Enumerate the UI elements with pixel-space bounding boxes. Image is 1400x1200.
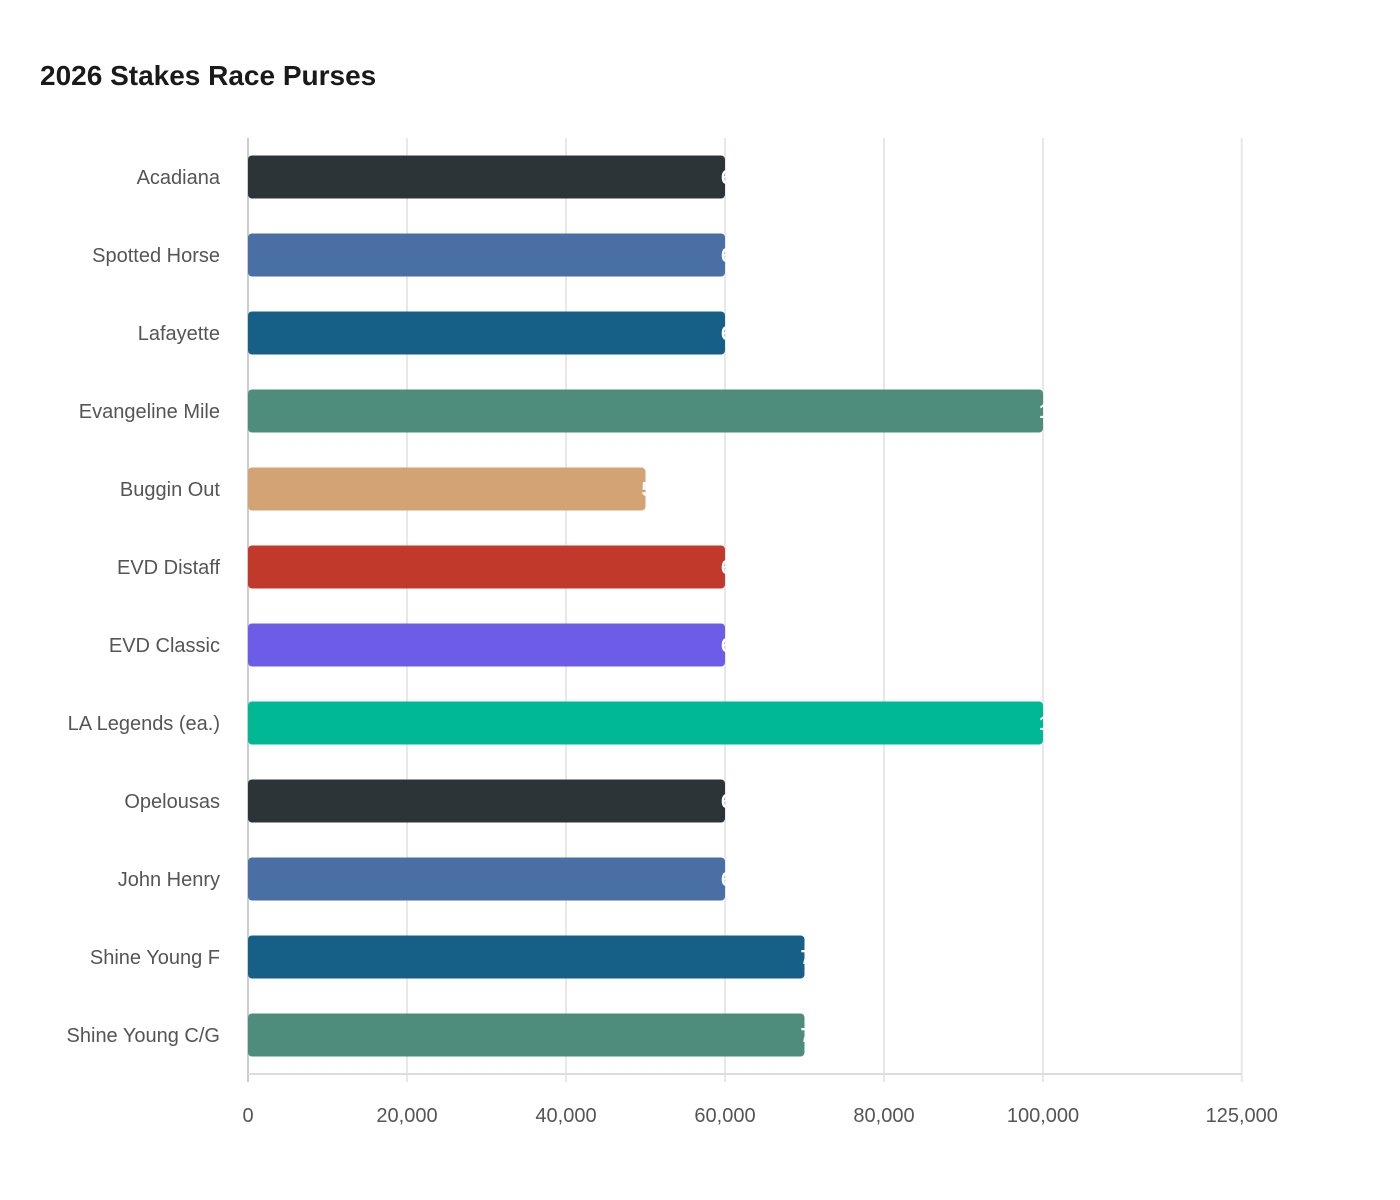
value-label: 50,000: [642, 479, 703, 501]
chart-title: 2026 Stakes Race Purses: [40, 60, 377, 91]
x-tick-label: 0: [242, 1105, 253, 1127]
x-tick-label: 40,000: [535, 1105, 596, 1127]
bar: [248, 155, 725, 199]
value-label: 100,000: [1039, 713, 1111, 735]
bar: [248, 311, 725, 355]
bar: [248, 1013, 805, 1057]
value-label: 70,000: [801, 1025, 862, 1047]
category-label: Shine Young F: [90, 947, 220, 969]
value-label: 60,000: [721, 557, 782, 579]
x-tick-label: 100,000: [1007, 1105, 1079, 1127]
value-label: 60,000: [721, 869, 782, 891]
x-tick-label: 60,000: [694, 1105, 755, 1127]
category-label: EVD Distaff: [117, 557, 220, 579]
value-label: 60,000: [721, 791, 782, 813]
category-label: Acadiana: [137, 167, 221, 189]
category-label: Buggin Out: [120, 479, 221, 501]
category-label: Spotted Horse: [92, 245, 220, 267]
bar: [248, 857, 725, 901]
value-label: 60,000: [721, 167, 782, 189]
value-label: 100,000: [1039, 401, 1111, 423]
value-label: 60,000: [721, 635, 782, 657]
x-tick-label: 125,000: [1206, 1105, 1278, 1127]
bar: [248, 467, 646, 511]
category-label: LA Legends (ea.): [68, 713, 220, 735]
x-tick-label: 80,000: [853, 1105, 914, 1127]
bar: [248, 233, 725, 277]
bar: [248, 389, 1043, 433]
bar: [248, 545, 725, 589]
bar: [248, 779, 725, 823]
value-label: 60,000: [721, 323, 782, 345]
category-label: Shine Young C/G: [67, 1025, 220, 1047]
x-tick-label: 20,000: [376, 1105, 437, 1127]
bar: [248, 701, 1043, 745]
category-label: John Henry: [118, 869, 220, 891]
category-label: EVD Classic: [109, 635, 220, 657]
category-label: Lafayette: [138, 323, 220, 345]
value-label: 60,000: [721, 245, 782, 267]
value-label: 70,000: [801, 947, 862, 969]
bar: [248, 623, 725, 667]
bar: [248, 935, 805, 979]
category-label: Evangeline Mile: [79, 401, 220, 423]
category-label: Opelousas: [124, 791, 220, 813]
